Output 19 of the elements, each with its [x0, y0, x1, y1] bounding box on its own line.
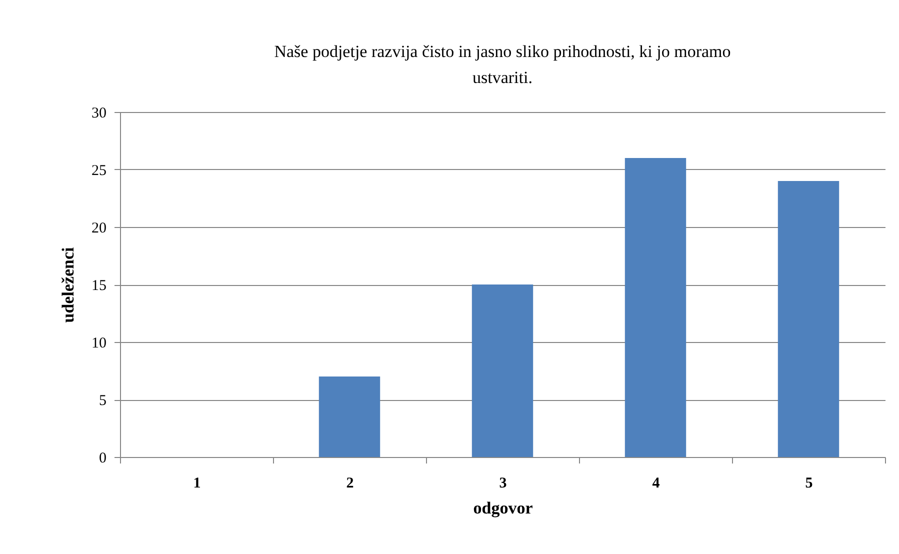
y-tick-label: 20 — [92, 220, 106, 236]
y-tick-label: 10 — [92, 336, 106, 352]
y-tick-label: 25 — [92, 163, 106, 179]
y-tick-label: 5 — [99, 393, 106, 409]
x-tick-label: 3 — [499, 476, 507, 492]
y-axis-title: udeleženci — [58, 246, 78, 323]
x-tick-label: 4 — [652, 476, 660, 492]
bar — [318, 376, 380, 457]
chart-title: Naše podjetje razvija čisto in jasno sliko prihodnosti, ki jo moramo ustvariti. — [274, 42, 731, 87]
y-tick-label: 15 — [92, 278, 106, 294]
y-tick-label: 0 — [99, 450, 106, 466]
y-tick-label: 30 — [92, 106, 106, 122]
x-axis-title: odgovor — [473, 498, 534, 518]
bar — [778, 181, 840, 457]
bar — [472, 284, 534, 457]
x-tick-label: 5 — [805, 476, 813, 492]
bar — [624, 158, 686, 457]
x-tick-label: 1 — [193, 476, 201, 492]
x-tick-label: 2 — [346, 476, 354, 492]
